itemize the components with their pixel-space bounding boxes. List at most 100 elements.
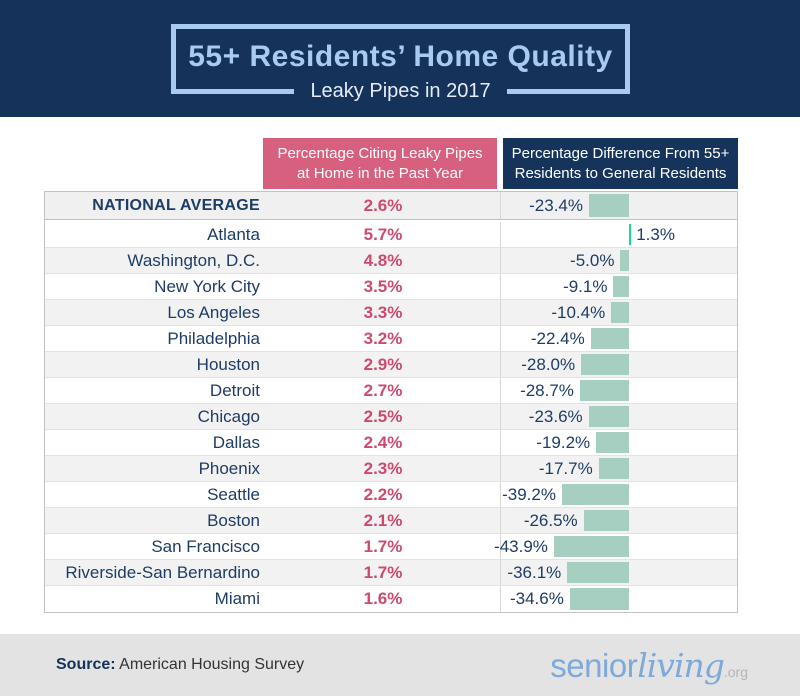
difference-cell: -28.0% bbox=[500, 352, 737, 377]
difference-value: 1.3% bbox=[636, 224, 675, 244]
leaky-pipes-percentage: 2.6% bbox=[363, 195, 403, 215]
leaky-pipes-percentage: 1.6% bbox=[363, 589, 403, 608]
difference-cell: -39.2% bbox=[500, 482, 737, 507]
difference-cell: -43.9% bbox=[494, 534, 737, 559]
difference-value: -22.4% bbox=[530, 328, 585, 348]
subtitle-left-rule bbox=[171, 89, 295, 94]
data-table: NATIONAL AVERAGE 2.6% -23.4% Atlanta 5.7% 1.3… bbox=[44, 191, 738, 613]
difference-bar bbox=[569, 588, 629, 610]
city-label: Dallas bbox=[212, 432, 260, 452]
leaky-pipes-percentage: 3.3% bbox=[363, 302, 403, 322]
difference-cell: -17.7% bbox=[500, 456, 737, 481]
city-label: Atlanta bbox=[207, 224, 260, 244]
logo-org-text: .org bbox=[723, 663, 748, 680]
difference-cell: -9.1% bbox=[500, 274, 737, 299]
difference-value: -28.0% bbox=[521, 354, 576, 374]
table-row: Riverside-San Bernardino 1.7% -36.1% bbox=[45, 560, 737, 586]
city-label: New York City bbox=[154, 276, 260, 296]
table-row: San Francisco 1.7% -43.9% bbox=[45, 534, 737, 560]
page-title: 55+ Residents’ Home Quality bbox=[188, 40, 613, 73]
difference-value: -26.5% bbox=[523, 510, 578, 530]
leaky-pipes-percentage: 2.4% bbox=[363, 432, 403, 452]
difference-value: -34.6% bbox=[509, 589, 564, 608]
difference-cell: -10.4% bbox=[500, 300, 737, 325]
difference-cell: -28.7% bbox=[500, 378, 737, 403]
table-row: Philadelphia 3.2% -22.4% bbox=[45, 326, 737, 352]
table-row: Dallas 2.4% -19.2% bbox=[45, 430, 737, 456]
city-label: NATIONAL AVERAGE bbox=[92, 196, 260, 214]
difference-value: -19.2% bbox=[536, 432, 591, 452]
city-label: Los Angeles bbox=[167, 302, 260, 322]
table-row: Chicago 2.5% -23.6% bbox=[45, 404, 737, 430]
leaky-pipes-percentage: 1.7% bbox=[363, 536, 403, 556]
difference-value: -36.1% bbox=[507, 562, 562, 582]
difference-cell: -34.6% bbox=[500, 586, 737, 612]
seniorliving-logo: senior living .org bbox=[550, 649, 748, 682]
source-label: Source: bbox=[56, 656, 116, 673]
city-label: Miami bbox=[214, 589, 260, 608]
city-label: Boston bbox=[207, 510, 260, 530]
table-row: Los Angeles 3.3% -10.4% bbox=[45, 300, 737, 326]
difference-cell: -5.0% bbox=[500, 248, 737, 273]
table-row: Houston 2.9% -28.0% bbox=[45, 352, 737, 378]
difference-bar bbox=[553, 536, 629, 557]
column-header-difference: Percentage Difference From 55+ Residents… bbox=[503, 138, 738, 189]
table-row-national-average: NATIONAL AVERAGE 2.6% -23.4% bbox=[45, 192, 737, 220]
leaky-pipes-percentage: 2.1% bbox=[363, 510, 403, 530]
difference-bar bbox=[583, 510, 629, 531]
difference-cell: -36.1% bbox=[500, 560, 737, 585]
header-banner: 55+ Residents’ Home Quality Leaky Pipes … bbox=[0, 0, 800, 117]
city-label: Washington, D.C. bbox=[127, 250, 260, 270]
city-label: Phoenix bbox=[198, 458, 260, 478]
difference-cell: 1.3% bbox=[500, 222, 737, 247]
table-row: Detroit 2.7% -28.7% bbox=[45, 378, 737, 404]
leaky-pipes-percentage: 2.3% bbox=[363, 458, 403, 478]
city-label: Philadelphia bbox=[167, 328, 260, 348]
difference-bar bbox=[579, 380, 629, 401]
logo-senior-text: senior bbox=[550, 646, 638, 684]
difference-bar bbox=[598, 458, 629, 479]
difference-bar bbox=[596, 432, 629, 453]
table-row: Boston 2.1% -26.5% bbox=[45, 508, 737, 534]
leaky-pipes-percentage: 2.9% bbox=[363, 354, 403, 374]
title-box: 55+ Residents’ Home Quality Leaky Pipes … bbox=[171, 24, 631, 102]
difference-bar bbox=[561, 484, 629, 505]
leaky-pipes-percentage: 2.2% bbox=[363, 484, 403, 504]
leaky-pipes-percentage: 3.5% bbox=[363, 276, 403, 296]
city-label: Seattle bbox=[207, 484, 260, 504]
leaky-pipes-percentage: 3.2% bbox=[363, 328, 403, 348]
footer-bar: Source: American Housing Survey senior l… bbox=[0, 634, 800, 696]
difference-bar bbox=[611, 302, 629, 323]
city-label: Houston bbox=[196, 354, 260, 374]
table-row: New York City 3.5% -9.1% bbox=[45, 274, 737, 300]
city-label: San Francisco bbox=[151, 536, 260, 556]
subtitle-bar: Leaky Pipes in 2017 bbox=[171, 80, 631, 103]
leaky-pipes-percentage: 1.7% bbox=[363, 562, 403, 582]
table-row: Atlanta 5.7% 1.3% bbox=[45, 222, 737, 248]
difference-value: -17.7% bbox=[538, 458, 593, 478]
leaky-pipes-percentage: 5.7% bbox=[363, 224, 403, 244]
difference-bar bbox=[629, 224, 632, 245]
city-label: Detroit bbox=[209, 380, 260, 400]
difference-value: -23.6% bbox=[528, 406, 583, 426]
city-label: Riverside-San Bernardino bbox=[65, 562, 260, 582]
difference-cell: -19.2% bbox=[500, 430, 737, 455]
difference-value: -43.9% bbox=[494, 536, 548, 556]
leaky-pipes-percentage: 2.5% bbox=[363, 406, 403, 426]
subtitle-right-rule bbox=[506, 89, 631, 94]
column-header-leaky-pipes: Percentage Citing Leaky Pipes at Home in… bbox=[263, 138, 497, 189]
difference-value: -23.4% bbox=[529, 195, 583, 215]
table-row: Miami 1.6% -34.6% bbox=[45, 586, 737, 612]
logo-living-text: living bbox=[637, 645, 725, 685]
page-subtitle: Leaky Pipes in 2017 bbox=[310, 80, 491, 102]
difference-value: -39.2% bbox=[502, 484, 556, 504]
difference-bar bbox=[588, 194, 629, 217]
table-row: Washington, D.C. 4.8% -5.0% bbox=[45, 248, 737, 274]
chart-area: Percentage Citing Leaky Pipes at Home in… bbox=[0, 117, 800, 634]
difference-cell: -23.6% bbox=[500, 404, 737, 429]
difference-value: -5.0% bbox=[570, 250, 615, 270]
difference-value: -9.1% bbox=[563, 276, 608, 296]
difference-bar bbox=[613, 276, 629, 297]
difference-bar bbox=[581, 354, 629, 375]
difference-bar bbox=[588, 406, 629, 427]
